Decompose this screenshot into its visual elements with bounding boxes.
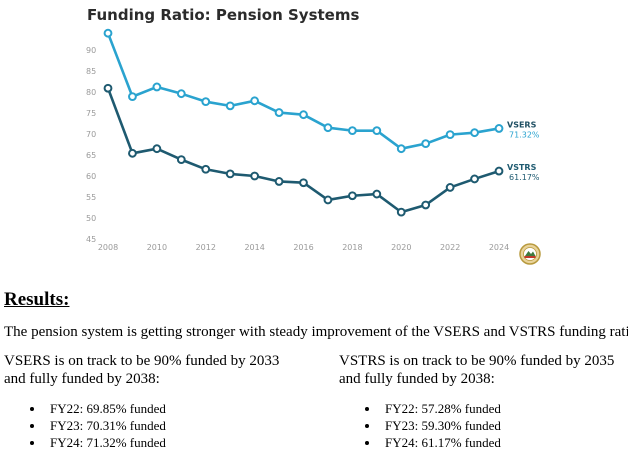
vsers-summary: VSERS is on track to be 90% funded by 20… [4, 352, 324, 451]
vsers-point [152, 82, 162, 92]
y-axis-ticks: 45 50 55 60 65 70 75 80 85 90 [86, 46, 96, 244]
vsers-point [299, 110, 308, 120]
vstrs-point [128, 148, 137, 158]
vstrs-point [103, 83, 113, 93]
x-tick-label: 2018 [342, 243, 362, 252]
vstrs-point [152, 144, 162, 154]
vsers-point [323, 123, 333, 133]
vstrs-point [396, 207, 406, 217]
funding-ratio-chart: Funding Ratio: Pension Systems 45 50 55 60 6… [86, 6, 541, 265]
vsers-point [274, 108, 284, 117]
state-seal-icon [519, 243, 541, 265]
vstrs-summary: VSTRS is on track to be 90% funded by 20… [339, 352, 625, 451]
vstrs-heading-line1: VSTRS is on track to be 90% funded by 20… [339, 353, 615, 369]
vsers-point [494, 124, 504, 133]
vsers-point [176, 89, 186, 99]
y-tick-label: 45 [86, 235, 96, 244]
x-tick-label: 2014 [244, 243, 264, 252]
vsers-point [396, 144, 406, 154]
vsers-heading-line2: and fully funded by 2038: [4, 371, 160, 387]
x-tick-label: 2022 [440, 243, 460, 252]
vstrs-line [106, 87, 500, 214]
vstrs-point [225, 169, 235, 179]
list-item: FY23: 70.31% funded [4, 417, 324, 434]
y-tick-label: 70 [86, 130, 96, 139]
y-tick-label: 65 [86, 151, 96, 160]
vsers-end-value: 71.32% [509, 130, 540, 139]
y-tick-label: 50 [86, 214, 96, 223]
vsers-point [372, 126, 382, 136]
vstrs-point [494, 166, 504, 176]
vstrs-point [250, 171, 260, 181]
vstrs-point [274, 177, 284, 186]
vstrs-point [470, 174, 479, 184]
vstrs-list: FY22: 57.28% funded FY23: 59.30% funded … [339, 400, 625, 451]
vsers-list: FY22: 69.85% funded FY23: 70.31% funded … [4, 400, 324, 451]
vsers-point [250, 96, 260, 106]
x-tick-label: 2020 [391, 243, 411, 252]
y-tick-label: 60 [86, 172, 96, 181]
list-item: FY24: 71.32% funded [4, 434, 324, 451]
list-item: FY24: 61.17% funded [339, 434, 625, 451]
vstrs-point [445, 183, 455, 192]
vstrs-point [323, 195, 333, 205]
y-tick-label: 90 [86, 46, 96, 55]
vsers-heading-line1: VSERS is on track to be 90% funded by 20… [4, 353, 280, 369]
vsers-line [106, 32, 500, 150]
vstrs-point [176, 155, 186, 165]
vsers-point [421, 139, 431, 149]
vsers-point [128, 92, 137, 102]
vsers-point [470, 128, 479, 138]
x-tick-label: 2008 [98, 243, 118, 252]
vstrs-end-value: 61.17% [509, 173, 540, 182]
x-tick-label: 2016 [293, 243, 313, 252]
list-item: FY22: 57.28% funded [339, 400, 625, 417]
chart-svg: Funding Ratio: Pension Systems 45 50 55 60 6… [86, 6, 541, 265]
vstrs-point [299, 178, 308, 188]
vsers-point [103, 28, 113, 38]
x-tick-label: 2024 [489, 243, 509, 252]
vstrs-heading-line2: and fully funded by 2038: [339, 371, 495, 387]
vsers-point [225, 101, 235, 111]
vstrs-point [372, 189, 382, 199]
vsers-point [201, 97, 211, 107]
chart-title: Funding Ratio: Pension Systems [87, 6, 359, 24]
y-tick-label: 55 [86, 193, 96, 202]
summary-text: The pension system is getting stronger w… [4, 324, 628, 340]
vsers-point [347, 126, 357, 136]
vstrs-point [201, 164, 211, 174]
results-heading: Results: [4, 289, 70, 310]
y-tick-label: 80 [86, 88, 96, 97]
vstrs-point [347, 191, 357, 201]
y-tick-label: 85 [86, 67, 96, 76]
vstrs-point [421, 200, 431, 210]
x-axis-ticks: 2008 2010 2012 2014 2016 2018 2020 2022 2024 [98, 243, 509, 252]
vsers-series-label: VSERS [507, 120, 537, 129]
x-tick-label: 2010 [147, 243, 167, 252]
x-tick-label: 2012 [196, 243, 216, 252]
list-item: FY23: 59.30% funded [339, 417, 625, 434]
list-item: FY22: 69.85% funded [4, 400, 324, 417]
vstrs-series-label: VSTRS [507, 163, 537, 172]
vsers-point [445, 130, 455, 140]
y-tick-label: 75 [86, 109, 96, 118]
